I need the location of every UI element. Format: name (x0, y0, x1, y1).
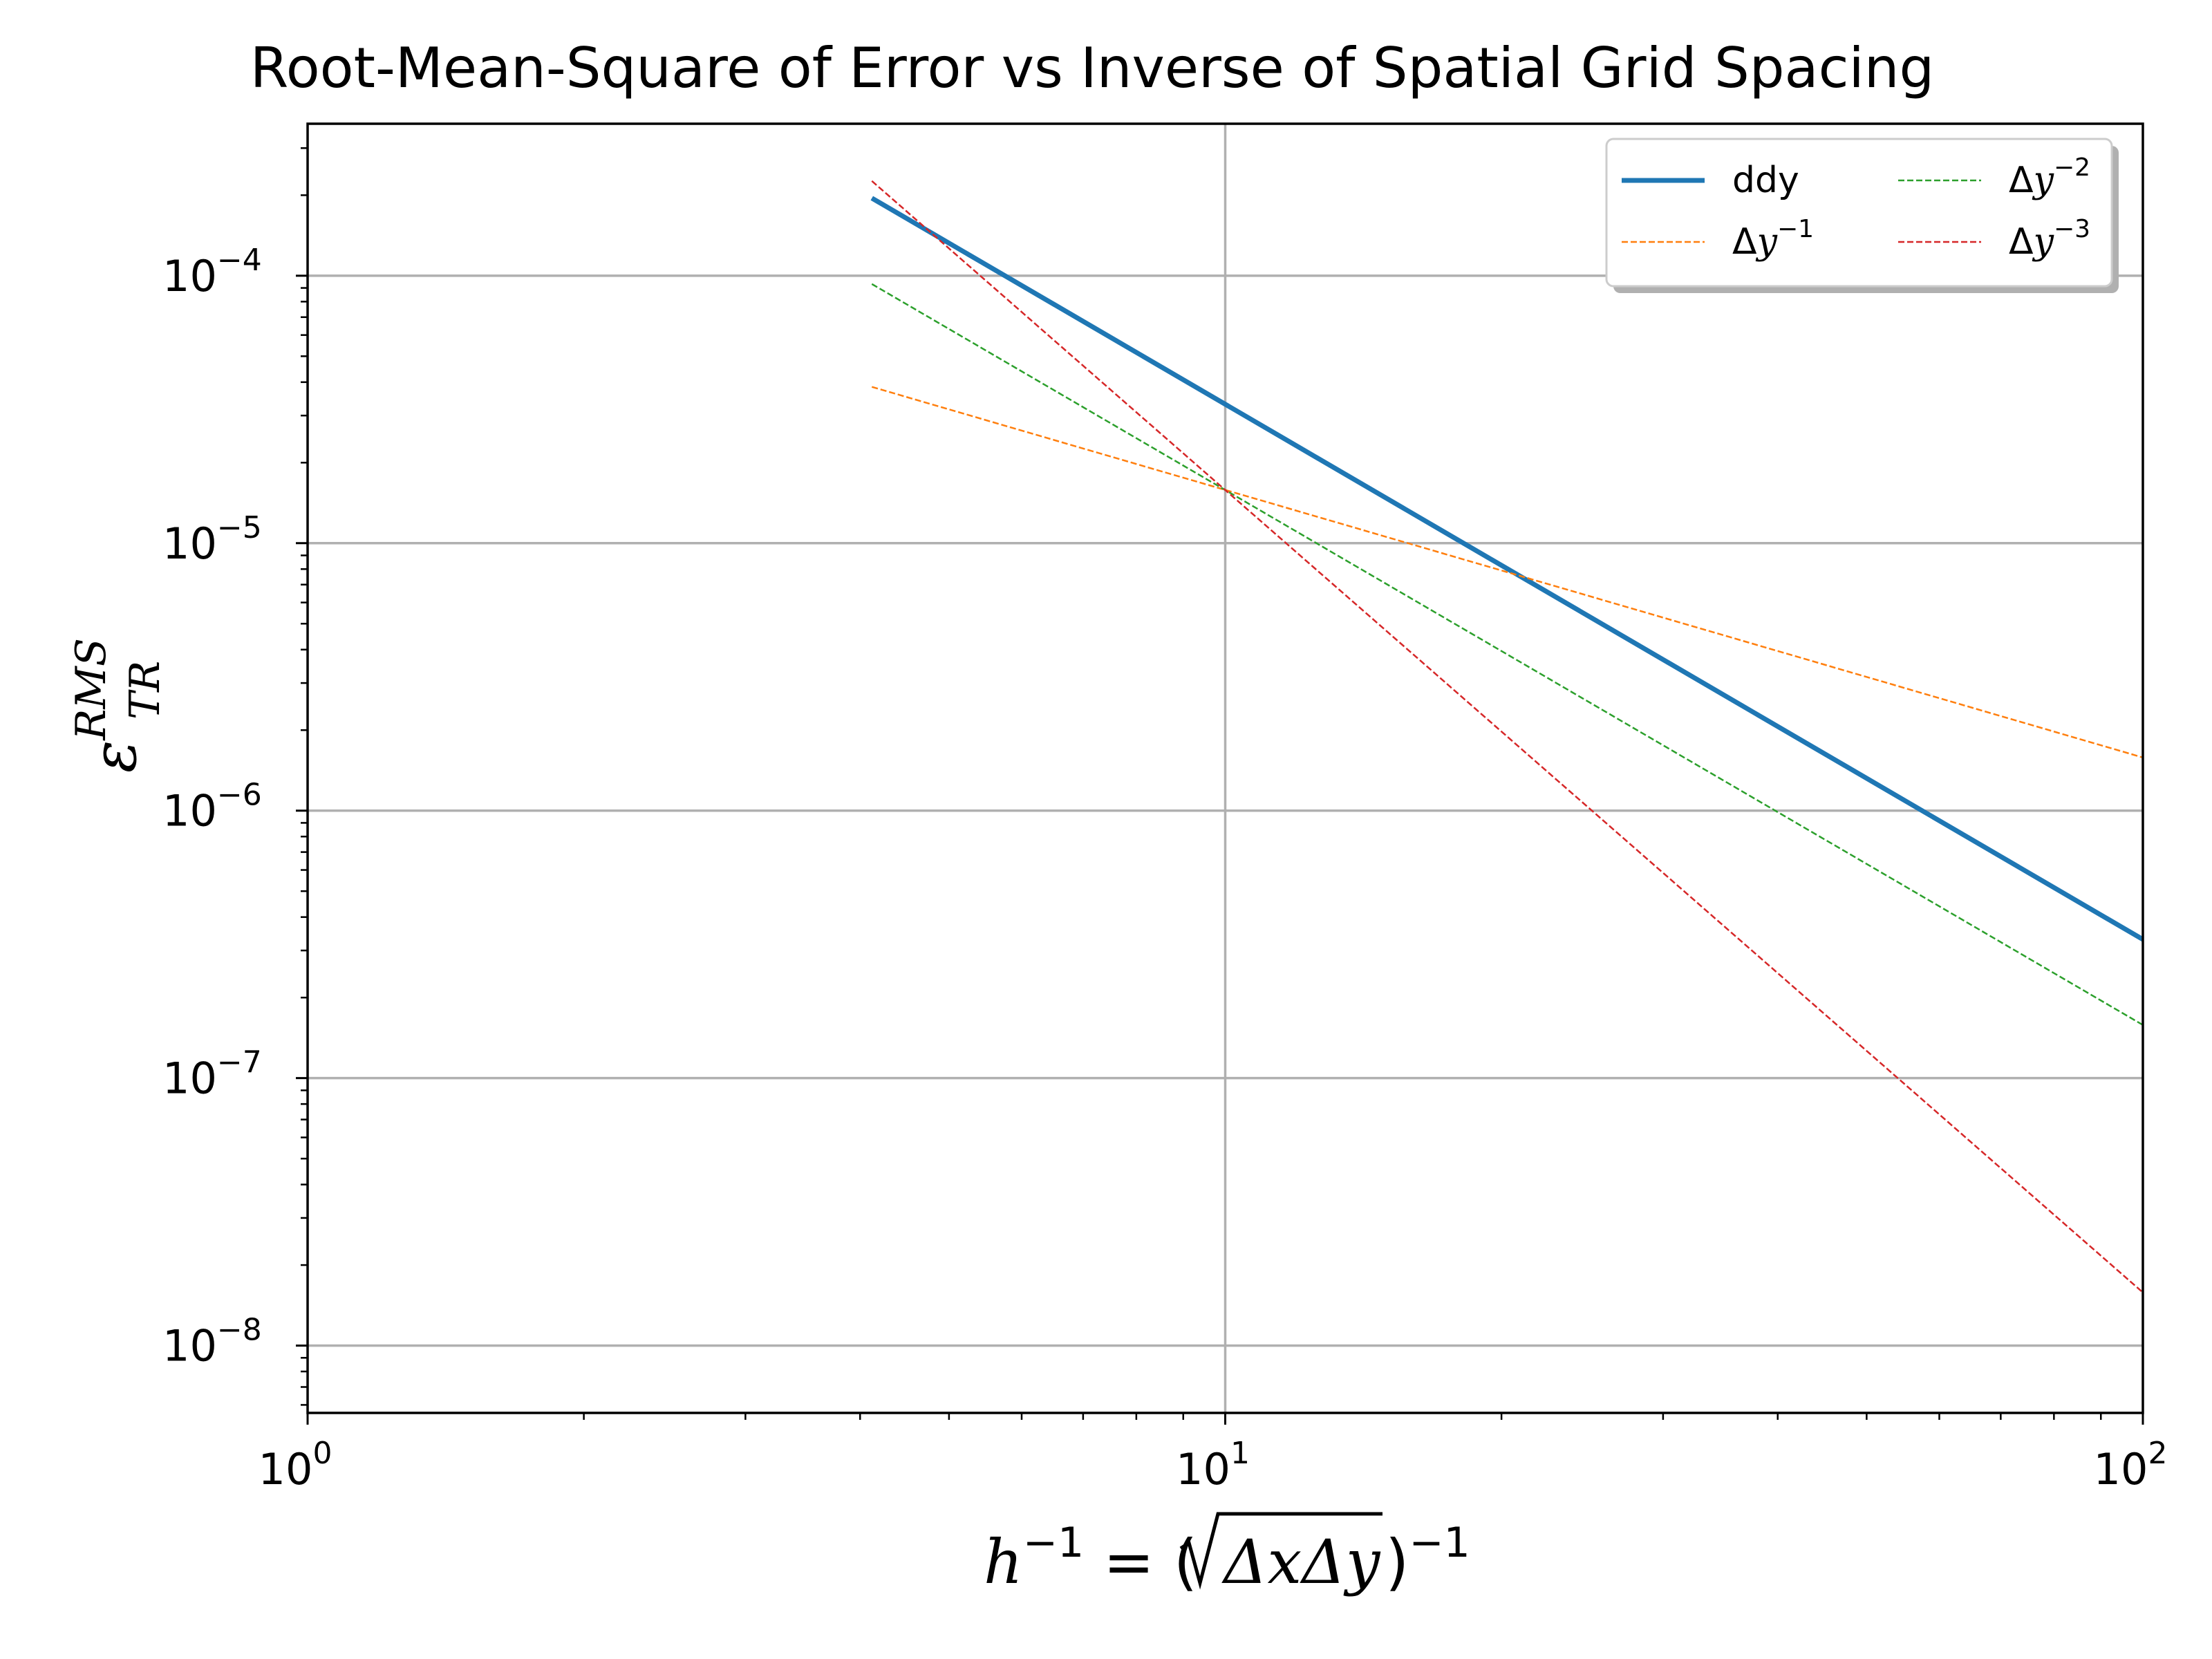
x-axis-label-tail: )−1 (1385, 1519, 1470, 1597)
legend-label-var: y (1756, 221, 1778, 263)
y-axis-label-text: εRMS TR (67, 638, 169, 773)
legend-label-ddy: ddy (1732, 160, 1799, 201)
x-axis-label: h−1 = ( ΔxΔy )−1 (984, 1512, 1470, 1597)
y-tick-label-exp: −7 (217, 1045, 262, 1080)
x-tick-label-base: 10 (1176, 1444, 1230, 1494)
y-tick-label: 10−7 (162, 1045, 262, 1104)
legend-label-exp: −2 (2054, 153, 2090, 182)
series-layer (870, 180, 2144, 1293)
x-axis-label-main: h−1 = ( (984, 1519, 1197, 1597)
legend-label-prefix: Δ (2009, 221, 2034, 263)
y-tick-label-exp: −8 (217, 1313, 262, 1348)
plot-frame (306, 122, 2144, 1414)
y-tick-labels: 10−410−510−610−710−8 (162, 243, 262, 1371)
series-line-dy-1 (871, 386, 2144, 759)
legend-label-prefix: Δ (1732, 221, 1757, 263)
legend-label-exp: −3 (2054, 215, 2090, 243)
y-tick-label-base: 10 (162, 786, 217, 836)
y-tick-label: 10−4 (162, 243, 262, 301)
series-line-dy-2 (871, 283, 2144, 1026)
legend-label-exp: −1 (1777, 215, 1814, 243)
series-line-dy-3 (871, 180, 2144, 1293)
x-axis-label-radicand: ΔxΔy (1221, 1526, 1381, 1597)
y-tick-label: 10−8 (162, 1313, 262, 1371)
y-tick-label-exp: −5 (217, 510, 262, 545)
legend-label-var: y (2032, 160, 2054, 201)
x-tick-label-base: 10 (2094, 1444, 2148, 1494)
legend-label-text: ddy (1732, 160, 1799, 201)
y-tick-label-base: 10 (162, 518, 217, 569)
x-tick-label-exp: 0 (312, 1436, 332, 1471)
x-tick-label-base: 10 (259, 1444, 313, 1494)
y-tick-label-exp: −4 (217, 243, 262, 278)
y-tick-label-base: 10 (162, 251, 217, 301)
legend-label-var: y (2032, 221, 2054, 263)
major-ticks (296, 274, 2144, 1425)
y-tick-label-base: 10 (162, 1321, 217, 1371)
y-tick-label: 10−6 (162, 778, 262, 836)
series-line-ddy (870, 196, 2144, 942)
radical-sign (1179, 1512, 1382, 1590)
x-tick-label: 101 (1176, 1436, 1250, 1494)
legend-box (1605, 138, 2113, 288)
x-tick-label-exp: 2 (2148, 1436, 2167, 1471)
grid (308, 124, 2143, 1413)
legend-label-dy-1: Δy−1 (1732, 215, 1814, 263)
y-axis-label: εRMS TR (67, 638, 169, 773)
legend-label-dy-3: Δy−3 (2009, 215, 2090, 263)
x-tick-label: 102 (2094, 1436, 2168, 1494)
legend-label-prefix: Δ (2009, 160, 2034, 201)
chart-title: Root-Mean-Square of Error vs Inverse of … (250, 36, 1935, 100)
y-tick-label: 10−5 (162, 510, 262, 569)
y-tick-label-base: 10 (162, 1053, 217, 1104)
x-tick-label-exp: 1 (1230, 1436, 1250, 1471)
x-tick-labels: 100 101 102 (259, 1436, 2168, 1494)
legend-label-dy-2: Δy−2 (2009, 153, 2090, 201)
y-tick-label-exp: −6 (217, 778, 262, 813)
x-tick-label: 100 (259, 1436, 332, 1494)
